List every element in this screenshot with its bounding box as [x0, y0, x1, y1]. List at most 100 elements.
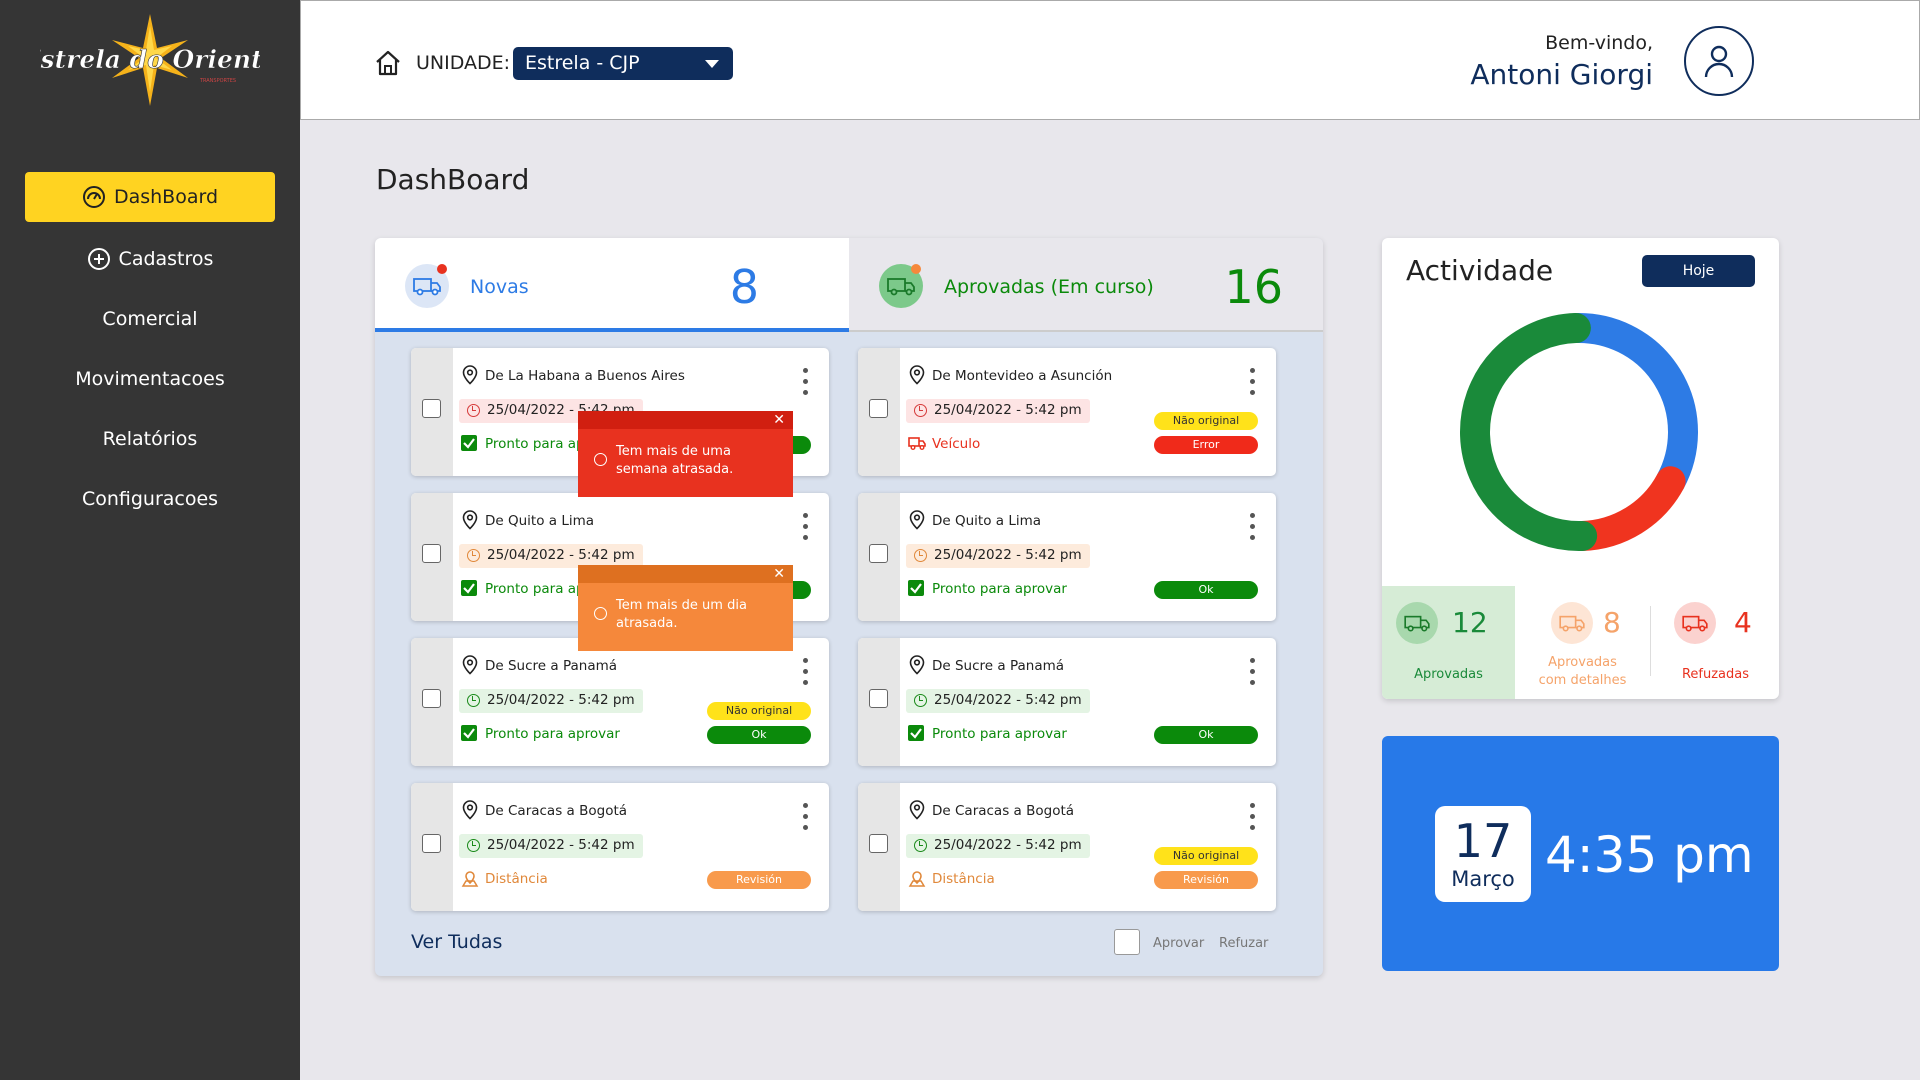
- date-badge: 25/04/2022 - 5:42 pm: [906, 399, 1090, 423]
- warning-toast: ✕ Tem mais de uma semana atrasada.: [578, 411, 793, 497]
- card-checkbox[interactable]: [869, 399, 888, 418]
- order-card[interactable]: De Caracas a Bogotá 25/04/2022 - 5:42 pm…: [411, 783, 829, 911]
- today-filter-button[interactable]: Hoje: [1642, 255, 1755, 287]
- approve-button[interactable]: Aprovar: [1153, 936, 1205, 951]
- location-pin-icon: [461, 800, 479, 824]
- refuse-button[interactable]: Refuzar: [1219, 936, 1269, 951]
- more-vertical-icon[interactable]: [1250, 803, 1256, 836]
- toast-message: Tem mais de uma semana atrasada.: [616, 444, 734, 477]
- order-card[interactable]: De Montevideo a Asunción 25/04/2022 - 5:…: [858, 348, 1276, 476]
- status-pill[interactable]: Ok: [1154, 581, 1258, 599]
- route-text: De Montevideo a Asunción: [932, 368, 1113, 384]
- svg-text:TRANSPORTES: TRANSPORTES: [199, 78, 236, 84]
- status-pill[interactable]: Não original: [1154, 412, 1258, 430]
- unit-select[interactable]: Estrela - CJP: [513, 47, 733, 80]
- card-checkbox[interactable]: [422, 399, 441, 418]
- status-pill[interactable]: Revisión: [707, 871, 811, 889]
- location-pin-icon: [461, 655, 479, 679]
- tab-aprovadas-label: Aprovadas (Em curso): [944, 276, 1154, 298]
- tab-aprovadas[interactable]: Aprovadas (Em curso) 16: [849, 238, 1323, 332]
- location-pin-icon: [908, 800, 926, 824]
- stat-aprovadas-detalhes-label: Aprovadas com detalhes: [1538, 655, 1627, 688]
- date-badge: 25/04/2022 - 5:42 pm: [906, 544, 1090, 568]
- more-vertical-icon[interactable]: [1250, 513, 1256, 546]
- truck-icon: [1396, 602, 1438, 644]
- status-text: Pronto para aprovar: [932, 581, 1067, 597]
- current-time: 4:35 pm: [1545, 826, 1754, 884]
- route-text: De Caracas a Bogotá: [485, 803, 628, 819]
- status-pill[interactable]: Não original: [707, 702, 811, 720]
- more-vertical-icon[interactable]: [803, 658, 809, 691]
- stat-aprovadas-detalhes-value: 8: [1603, 606, 1621, 639]
- nav-relatorios[interactable]: Relatórios: [25, 414, 275, 464]
- status-pill[interactable]: Não original: [1154, 847, 1258, 865]
- order-card[interactable]: De Sucre a Panamá 25/04/2022 - 5:42 pm P…: [411, 638, 829, 766]
- order-card[interactable]: De Quito a Lima 25/04/2022 - 5:42 pm Pro…: [858, 493, 1276, 621]
- location-pin-icon: [908, 365, 926, 389]
- date-text: 25/04/2022 - 5:42 pm: [934, 547, 1082, 563]
- card-checkbox[interactable]: [869, 544, 888, 563]
- route-text: De Sucre a Panamá: [932, 658, 1065, 674]
- toast-message: Tem mais de um dia atrasada.: [616, 598, 747, 631]
- user-avatar[interactable]: [1684, 26, 1754, 96]
- truck-icon: [413, 278, 441, 296]
- card-checkbox[interactable]: [869, 834, 888, 853]
- home-icon[interactable]: [374, 50, 402, 76]
- nav-dashboard[interactable]: DashBoard: [25, 172, 275, 222]
- status-pill[interactable]: Ok: [707, 726, 811, 744]
- clock-icon: [594, 453, 607, 466]
- date-badge: 25/04/2022 - 5:42 pm: [459, 544, 643, 568]
- status-text: Distância: [932, 871, 995, 887]
- svg-text:Estrela do Oriente: Estrela do Oriente: [40, 45, 260, 74]
- nav-movimentacoes[interactable]: Movimentacoes: [25, 354, 275, 404]
- stat-aprovadas-detalhes[interactable]: 8 Aprovadas com detalhes: [1515, 586, 1650, 699]
- nav-configuracoes[interactable]: Configuracoes: [25, 474, 275, 524]
- status-pill[interactable]: Error: [1154, 436, 1258, 454]
- more-vertical-icon[interactable]: [1250, 658, 1256, 691]
- plus-circle-icon: [87, 248, 110, 270]
- close-icon[interactable]: ✕: [773, 412, 785, 428]
- stat-refuzadas[interactable]: 4 Refuzadas: [1652, 586, 1779, 699]
- order-card[interactable]: De Caracas a Bogotá 25/04/2022 - 5:42 pm…: [858, 783, 1276, 911]
- more-vertical-icon[interactable]: [803, 803, 809, 836]
- notification-dot: [911, 264, 921, 274]
- status-pill[interactable]: Revisión: [1154, 871, 1258, 889]
- close-icon[interactable]: ✕: [773, 566, 785, 582]
- route-text: De La Habana a Buenos Aires: [485, 368, 685, 384]
- logo[interactable]: Estrela do Oriente TRANSPORTES: [20, 8, 279, 108]
- date-month: Março: [1451, 867, 1515, 891]
- more-vertical-icon[interactable]: [1250, 368, 1256, 401]
- tab-aprovadas-count: 16: [1224, 260, 1283, 314]
- card-checkbox[interactable]: [422, 689, 441, 708]
- stat-aprovadas-value: 12: [1452, 606, 1488, 639]
- card-checkbox[interactable]: [422, 834, 441, 853]
- date-badge: 25/04/2022 - 5:42 pm: [459, 834, 643, 858]
- bulk-select-checkbox[interactable]: [1114, 929, 1140, 955]
- nav-movimentacoes-label: Movimentacoes: [75, 368, 225, 390]
- status-pill[interactable]: Ok: [1154, 726, 1258, 744]
- nav-cadastros[interactable]: Cadastros: [25, 234, 275, 284]
- stat-aprovadas-label: Aprovadas: [1414, 667, 1483, 682]
- route-text: De Quito a Lima: [485, 513, 595, 529]
- route-text: De Caracas a Bogotá: [932, 803, 1075, 819]
- nav-comercial-label: Comercial: [102, 308, 198, 330]
- card-checkbox[interactable]: [422, 544, 441, 563]
- more-vertical-icon[interactable]: [803, 368, 809, 401]
- tab-novas[interactable]: Novas 8: [375, 238, 849, 332]
- orders-panel: Novas 8 Aprovadas (Em curso) 16 De La Ha…: [375, 238, 1323, 976]
- clock-icon: [914, 549, 927, 562]
- nav-comercial[interactable]: Comercial: [25, 294, 275, 344]
- welcome-text: Bem-vindo,: [1545, 32, 1653, 54]
- more-vertical-icon[interactable]: [803, 513, 809, 546]
- order-card[interactable]: De Sucre a Panamá 25/04/2022 - 5:42 pm P…: [858, 638, 1276, 766]
- nav-configuracoes-label: Configuracoes: [81, 488, 219, 510]
- see-all-link[interactable]: Ver Tudas: [411, 931, 503, 953]
- card-checkbox[interactable]: [869, 689, 888, 708]
- tab-aprovadas-label-main: Aprovadas: [944, 276, 1045, 298]
- check-icon: [908, 580, 924, 596]
- clock-icon: [467, 694, 480, 707]
- truck-icon: [887, 278, 915, 296]
- tab-aprovadas-label-suffix: (Em curso): [1050, 276, 1154, 298]
- stat-aprovadas[interactable]: 12 Aprovadas: [1382, 586, 1515, 699]
- activity-card: Actividade Hoje 12 Aprovadas 8 Aprovadas…: [1382, 238, 1779, 699]
